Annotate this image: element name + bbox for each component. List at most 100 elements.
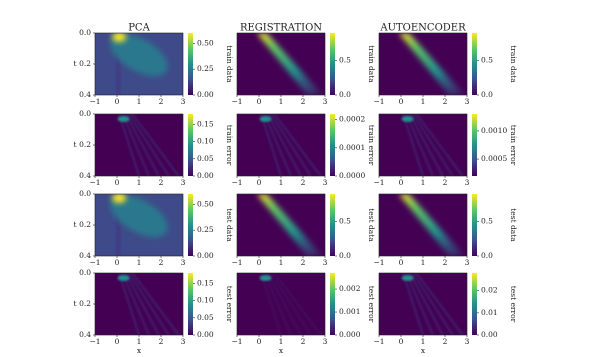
colorbar <box>330 114 335 176</box>
heatmap <box>236 113 326 177</box>
x-tick-label: 3 <box>181 97 186 106</box>
x-tick-label: 2 <box>301 258 306 267</box>
x-tick-label: 2 <box>159 258 164 267</box>
colorbar-label: train data <box>367 45 376 83</box>
colorbar-tick-label: 0.5 <box>339 56 351 65</box>
x-axis-label: x <box>279 346 284 355</box>
heatmap <box>94 272 184 336</box>
streak <box>415 114 464 176</box>
background <box>379 114 467 176</box>
x-tick-label: 0 <box>399 97 404 106</box>
y-axis-label: t <box>73 220 76 229</box>
heatmap <box>378 193 468 257</box>
x-tick-label: 0 <box>399 258 404 267</box>
colorbar-tick-label: 0.25 <box>197 225 214 234</box>
colorbar-tick-label: 0.05 <box>197 313 214 322</box>
field <box>95 194 183 256</box>
field <box>237 114 325 176</box>
x-tick-label: 2 <box>301 178 306 187</box>
streak <box>263 273 292 335</box>
x-tick-label: 3 <box>181 337 186 346</box>
colorbar <box>188 194 193 256</box>
x-tick-label: 3 <box>323 258 328 267</box>
hot-spot <box>117 116 130 122</box>
y-tick-label: 0.0 <box>79 109 91 118</box>
colorbar-label: test data <box>509 208 518 242</box>
band <box>398 33 465 95</box>
colorbar-tick-label: 0.00 <box>197 251 214 260</box>
colorbar-tick-label: 0.0005 <box>481 154 507 163</box>
streak <box>131 114 180 176</box>
streak <box>118 114 140 176</box>
x-tick-label: 2 <box>159 337 164 346</box>
colorbar-tick-label: 0.00 <box>197 90 214 99</box>
x-tick-label: −1 <box>89 258 100 267</box>
x-tick-label: −1 <box>89 97 100 106</box>
streak <box>412 114 454 176</box>
colorbar-label: train error <box>509 125 518 166</box>
hot-spot <box>259 275 272 281</box>
column-title: REGISTRATION <box>240 23 322 34</box>
colorbar-label: test error <box>509 286 518 323</box>
streak <box>128 114 170 176</box>
colorbar-label: test error <box>367 286 376 323</box>
colorbar-tick-label: 0.01 <box>481 308 498 317</box>
y-tick-label: 0.2 <box>79 220 91 229</box>
colorbar-label: test error <box>225 286 234 323</box>
field <box>379 114 467 176</box>
heatmap <box>94 113 184 177</box>
colorbar-tick-label: 0.000 <box>339 330 361 339</box>
band <box>256 33 323 95</box>
dark-strip <box>115 194 121 256</box>
colorbar-tick-label: 0.50 <box>197 199 214 208</box>
x-tick-label: −1 <box>89 337 100 346</box>
x-tick-label: 2 <box>443 337 448 346</box>
colorbar-tick-label: 0.00 <box>197 330 214 339</box>
band <box>256 194 323 256</box>
x-tick-label: 3 <box>465 178 470 187</box>
streak <box>125 114 160 176</box>
streak <box>260 273 282 335</box>
colorbar-tick-label: 0.0 <box>339 251 351 260</box>
x-tick-label: 1 <box>421 337 426 346</box>
streak <box>270 273 312 335</box>
x-tick-label: −1 <box>231 178 242 187</box>
colorbar-tick-label: 0.00 <box>197 171 214 180</box>
x-tick-label: 1 <box>137 97 142 106</box>
background <box>379 273 467 335</box>
x-tick-label: 0 <box>115 337 120 346</box>
hot-spot <box>117 275 130 281</box>
colorbar-tick-label: 0.10 <box>197 137 214 146</box>
streak <box>118 273 140 335</box>
x-tick-label: 0 <box>257 178 262 187</box>
field <box>95 33 183 95</box>
colorbar-label: test data <box>367 208 376 242</box>
colorbar-tick-label: 0.0 <box>481 90 493 99</box>
streak <box>121 273 150 335</box>
colorbar-tick-label: 0.0001 <box>339 143 365 152</box>
x-tick-label: 1 <box>279 178 284 187</box>
x-tick-label: −1 <box>231 258 242 267</box>
x-tick-label: 2 <box>443 258 448 267</box>
streak <box>402 273 424 335</box>
x-tick-label: −1 <box>373 337 384 346</box>
colorbar <box>188 33 193 95</box>
x-tick-label: 0 <box>257 97 262 106</box>
streak <box>273 273 322 335</box>
x-tick-label: −1 <box>373 97 384 106</box>
x-tick-label: −1 <box>373 258 384 267</box>
x-tick-label: 0 <box>399 337 404 346</box>
colorbar-tick-label: 0.0000 <box>339 171 365 180</box>
colorbar-tick-label: 0.25 <box>197 64 214 73</box>
x-tick-label: 2 <box>301 97 306 106</box>
colorbar-tick-label: 0.50 <box>197 38 214 47</box>
y-tick-label: 0.4 <box>79 90 91 99</box>
field <box>237 33 325 95</box>
x-tick-label: 1 <box>279 337 284 346</box>
y-tick-label: 0.4 <box>79 251 91 260</box>
field <box>379 194 467 256</box>
colorbar-tick-label: 0.10 <box>197 296 214 305</box>
colorbar-label: train data <box>509 45 518 83</box>
streak <box>409 114 444 176</box>
y-tick-label: 0.2 <box>79 299 91 308</box>
